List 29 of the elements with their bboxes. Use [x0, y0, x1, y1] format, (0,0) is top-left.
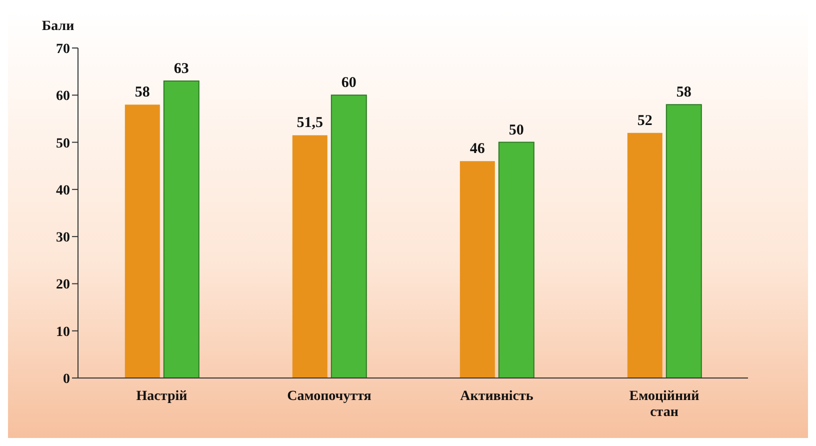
y-tick-label: 0 [63, 372, 70, 387]
x-tick-label: Самопочуття [287, 389, 372, 404]
y-tick-label: 70 [56, 42, 70, 57]
bar [163, 80, 200, 378]
y-tick-label: 60 [56, 89, 70, 104]
x-tick-label: Активність [460, 389, 534, 404]
bar [330, 94, 367, 378]
bar [124, 104, 160, 378]
data-label: 60 [341, 75, 356, 92]
y-axis-title: Бали [42, 19, 74, 34]
bar [666, 104, 702, 378]
data-label: 58 [676, 84, 692, 101]
x-tick-label: Настрій [136, 389, 188, 404]
data-label: 50 [508, 122, 524, 138]
y-tick-label: 30 [56, 230, 70, 246]
bar [627, 132, 662, 378]
data-label: 46 [470, 141, 486, 158]
bar [460, 161, 495, 378]
x-tick-label: Емоційний стан [629, 389, 700, 420]
data-label: 52 [637, 112, 652, 129]
data-label: 58 [134, 84, 150, 101]
y-tick-label: 40 [56, 183, 70, 198]
bar [498, 142, 534, 378]
data-label: 51,5 [296, 115, 324, 132]
bar [292, 135, 328, 378]
y-tick-label: 50 [56, 136, 70, 152]
y-tick-label: 10 [56, 324, 70, 340]
data-label: 63 [174, 61, 189, 77]
y-tick-label: 20 [56, 278, 70, 293]
